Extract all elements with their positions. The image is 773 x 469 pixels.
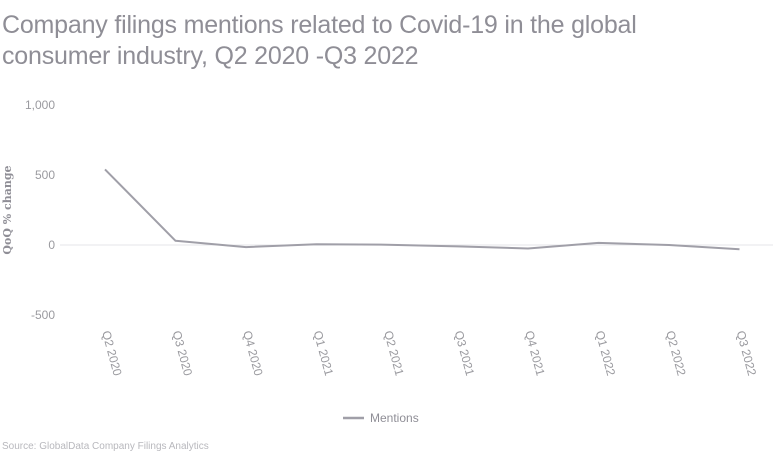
x-tick-label: Q4 2021 [522, 329, 548, 377]
chart-title: Company filings mentions related to Covi… [2, 11, 637, 70]
y-tick-label: 0 [48, 238, 55, 252]
y-tick-label: 500 [35, 168, 55, 182]
legend[interactable]: Mentions [343, 411, 419, 425]
x-tick-label: Q1 2022 [593, 329, 619, 377]
x-tick-label: Q3 2022 [734, 329, 760, 377]
x-tick-label: Q3 2021 [452, 329, 478, 377]
x-tick-label: Q2 2022 [663, 329, 689, 377]
y-tick-label: 1,000 [25, 98, 55, 112]
x-tick-label: Q1 2021 [311, 329, 337, 377]
legend-label-mentions: Mentions [370, 411, 419, 425]
series-line-mentions [104, 168, 740, 251]
x-axis-ticks: Q2 2020 Q3 2020 Q4 2020 Q1 2021 Q2 2021 Q3 20… [99, 329, 759, 377]
y-axis-label: QoQ % change [1, 165, 14, 254]
y-tick-label: -500 [31, 308, 55, 322]
x-tick-label: Q3 2020 [170, 329, 196, 377]
x-tick-label: Q2 2020 [99, 329, 125, 377]
x-tick-label: Q2 2021 [381, 329, 407, 377]
y-axis-ticks: 1,000 500 0 -500 [25, 98, 55, 322]
source-note: Source: GlobalData Company Filings Analy… [2, 441, 209, 452]
x-tick-label: Q4 2020 [240, 329, 266, 377]
